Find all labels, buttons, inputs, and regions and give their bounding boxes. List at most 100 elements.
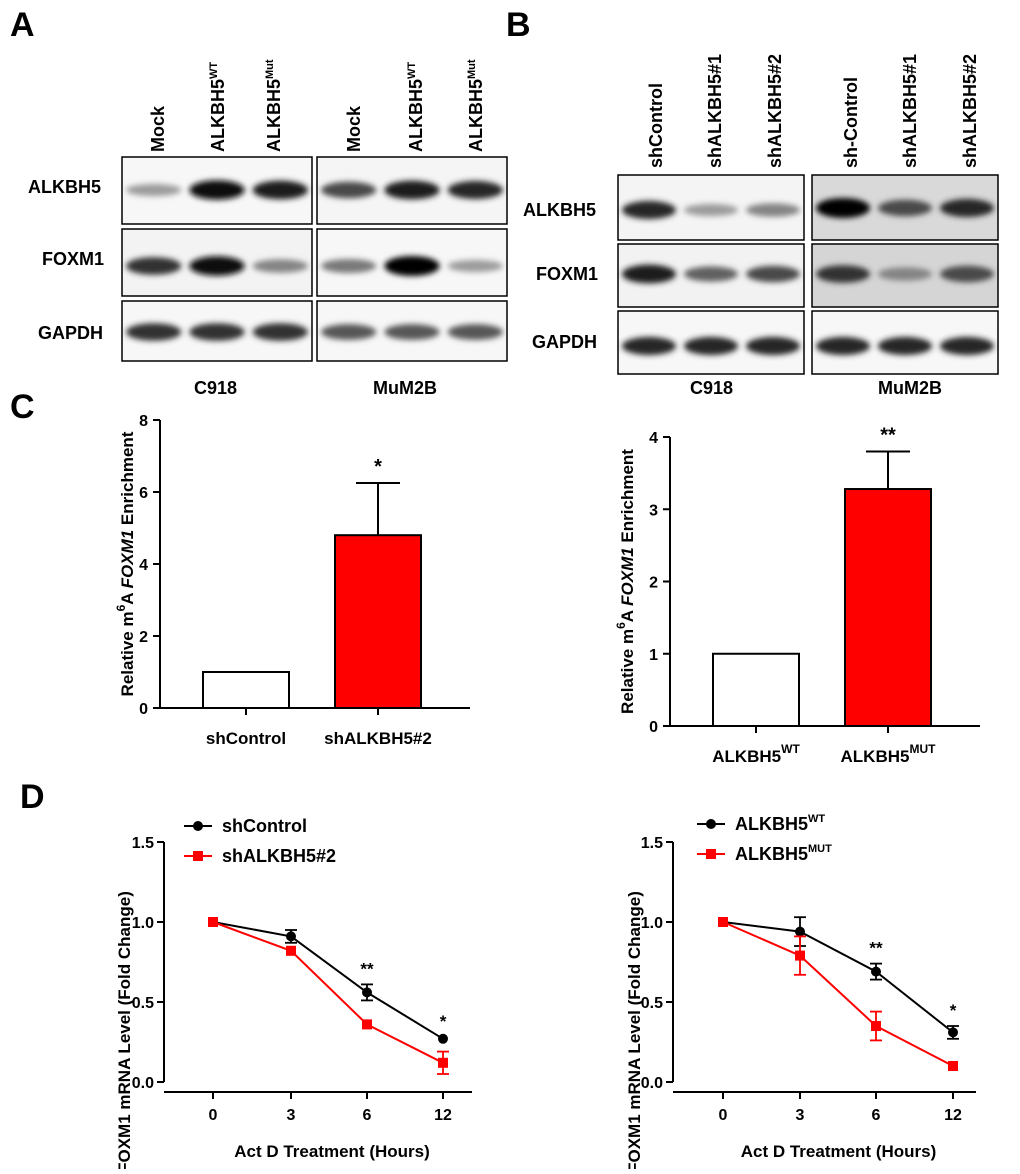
data-point-square [718,917,728,927]
blot-a-cell-mum2b: MuM2B [373,378,437,398]
blot-a: Mock ALKBH5WT ALKBH5Mut Mock ALKBH5WT AL… [28,59,508,398]
x-axis-label: Act D Treatment (Hours) [741,1142,937,1161]
y-tick-label: 1.0 [132,915,154,932]
band-mum2b-foxm1-3 [447,259,504,273]
y-tick-label: 4 [649,430,658,447]
blot-b-lane-c918-1: shControl [646,83,666,168]
y-tick-label: 0.0 [132,1075,154,1092]
blot-b-bands [622,198,994,356]
significance-label: * [440,1012,447,1031]
legend-marker-square [193,851,203,861]
blot-a-row-foxm1: FOXM1 [42,249,104,269]
series-line-2 [212,921,444,1064]
y-axis-label: Relative m6A FOXM1 Enrichment [114,431,137,696]
y-tick-label: 8 [139,413,148,430]
blot-b-lane-mum2b-2: shALKBH5#1 [900,54,920,168]
blot-a-lane-mum2b-1: Mock [344,105,364,152]
band-mum2b-gapdh-3 [940,336,994,356]
band-mum2b-alkbh5-1 [321,181,377,199]
blot-a-row-alkbh5: ALKBH5 [28,177,101,197]
blot-b-lane-c918-2: shALKBH5#1 [705,54,725,168]
legend-marker-circle [706,819,716,829]
y-tick-label: 2 [649,575,658,592]
band-c918-alkbh5-3 [746,203,800,217]
legend-label: shALKBH5#2 [222,846,336,866]
band-mum2b-gapdh-1 [816,336,870,356]
blot-b-row-gapdh: GAPDH [532,332,597,352]
data-point-square [208,917,218,927]
x-tick-label: 3 [287,1107,296,1124]
band-c918-alkbh5-1 [622,200,676,220]
series-line-2 [722,921,954,1067]
band-mum2b-alkbh5-3 [447,180,504,200]
blot-b: shControl shALKBH5#1 shALKBH5#2 sh-Contr… [523,54,999,398]
legend-label: ALKBH5WT [735,813,825,834]
band-c918-alkbh5-1 [126,183,182,197]
significance-label: ** [880,424,896,446]
band-c918-gapdh-2 [684,336,738,356]
data-point-circle [871,966,881,977]
chart-d-left: 0.00.51.01.50 3 6 12***shControlshALKBH5#2A… [115,816,472,1173]
significance-label: * [374,456,382,478]
y-tick-label: 3 [649,502,658,519]
blot-b-lane-c918-3: shALKBH5#2 [765,54,785,168]
blot-a-lane-c918-2: ALKBH5WT [208,62,228,152]
band-c918-foxm1-1 [126,257,182,275]
series-line-1 [212,921,444,1040]
band-mum2b-foxm1-2 [878,267,932,281]
x-tick-label: 6 [363,1107,372,1124]
panel-letter-a: A [10,6,35,44]
y-axis-label: FOXM1 mRNA Level (Fold Change) [625,891,644,1169]
band-c918-foxm1-2 [189,256,245,276]
chart-c-right: 0 1 2 3 4 ALKBH5WT ** ALKBH5MUT Relative m6A FOX… [614,424,980,766]
data-point-circle [948,1027,958,1038]
x-tick-label: 3 [796,1107,805,1124]
data-point-circle [286,931,296,942]
y-tick-label: 4 [139,557,148,574]
bar-2 [334,534,422,710]
x-tick-label: 12 [944,1107,962,1124]
legend-label: ALKBH5MUT [735,843,832,864]
band-mum2b-foxm1-1 [321,259,377,273]
data-point-square [362,1019,372,1030]
series-line-1 [722,921,954,1034]
band-mum2b-alkbh5-3 [940,198,994,218]
panel-letter-b: B [506,6,531,44]
legend-label: shControl [222,816,307,836]
bar-1 [712,652,800,727]
blot-a-lane-mum2b-2: ALKBH5WT [406,62,426,152]
band-mum2b-foxm1-1 [816,265,870,283]
data-point-square [795,950,805,961]
band-c918-alkbh5-3 [252,180,308,200]
significance-label: ** [869,939,883,958]
band-c918-gapdh-3 [252,323,308,341]
band-c918-alkbh5-2 [684,203,738,217]
blot-a-lane-mum2b-3: ALKBH5Mut [466,59,486,152]
bar-2 [844,488,932,727]
x-tick-label: 12 [434,1107,452,1124]
band-c918-foxm1-2 [684,266,738,282]
x-category-label: shALKBH5#2 [324,729,432,748]
data-point-square [286,945,296,956]
blot-b-lane-mum2b-1: sh-Control [841,77,861,168]
chart-d-right: 0.00.51.01.50 3 6 12***ALKBH5WTALKBH5MUTAct… [625,813,976,1173]
band-mum2b-alkbh5-2 [384,180,440,200]
bar-1 [202,671,290,709]
significance-label: ** [360,959,374,978]
blot-a-bands [126,180,504,341]
y-tick-label: 2 [139,629,148,646]
blot-b-row-alkbh5: ALKBH5 [523,200,596,220]
data-point-circle [438,1033,448,1044]
band-mum2b-foxm1-2 [384,256,440,276]
blot-a-cell-c918: C918 [194,378,237,398]
data-point-square [948,1061,958,1071]
blot-a-row-gapdh: GAPDH [38,323,103,343]
blot-b-row-foxm1: FOXM1 [536,264,598,284]
y-tick-label: 1.0 [641,915,663,932]
y-tick-label: 1.5 [132,835,154,852]
band-c918-foxm1-1 [622,264,676,284]
band-mum2b-gapdh-2 [878,336,932,356]
data-point-circle [362,987,372,998]
x-category-label: ALKBH5WT [712,742,800,766]
